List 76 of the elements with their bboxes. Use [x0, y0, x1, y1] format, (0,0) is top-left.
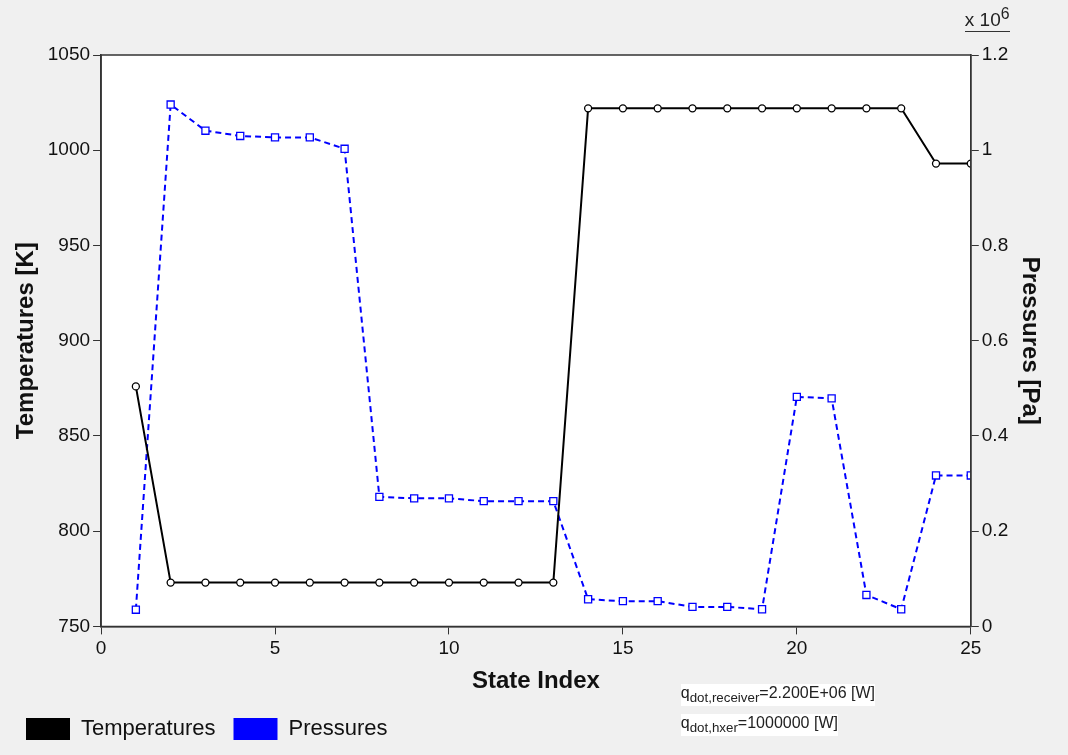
text: x 10$^{6}$ — [964, 5, 1010, 33]
point — [583, 104, 593, 113]
y2-tick-label: 0.6 — [981, 328, 1009, 350]
text: q$_{dot,receiver}$=2.200E+06 [W] — [680, 684, 875, 706]
point — [444, 494, 454, 503]
point — [131, 382, 141, 391]
point — [340, 578, 349, 587]
point — [236, 131, 245, 141]
point — [514, 578, 523, 587]
point — [270, 578, 280, 587]
text: q$_{dot,hxer}$=1000000 [W] — [680, 714, 838, 736]
point — [862, 590, 871, 600]
y-tick-label: 900 — [58, 328, 91, 350]
y-axis-title: Temperatures [K] — [11, 242, 39, 440]
y2-axis-title: Pressures [Pa] — [1017, 256, 1045, 425]
point — [792, 104, 801, 113]
point — [375, 578, 384, 587]
x-tick-label: 25 — [960, 637, 982, 659]
point — [862, 104, 871, 113]
point — [166, 578, 175, 587]
point — [653, 596, 662, 606]
point — [479, 496, 488, 506]
y-tick-label: 950 — [58, 233, 91, 255]
point — [514, 496, 523, 506]
y-tick-label: 800 — [58, 519, 91, 541]
x-tick-label: 0 — [95, 637, 107, 659]
x-tick-label: 15 — [612, 637, 634, 659]
y-tick-label: 1000 — [47, 138, 91, 160]
point — [305, 133, 314, 142]
y2-tick-label: 0.4 — [981, 424, 1009, 446]
point — [897, 605, 906, 614]
point — [305, 578, 314, 587]
point — [166, 100, 175, 109]
point — [410, 578, 419, 587]
x-tick-label: 5 — [269, 637, 281, 659]
point — [723, 104, 732, 113]
point — [653, 104, 662, 113]
point — [201, 126, 210, 135]
y2-tick-label: 1 — [981, 138, 993, 160]
point — [549, 578, 558, 587]
point — [201, 578, 210, 587]
y-tick-label: 850 — [58, 424, 91, 446]
point — [897, 104, 906, 113]
point — [340, 144, 349, 153]
point — [409, 494, 419, 503]
point — [757, 605, 767, 614]
point — [792, 392, 802, 402]
legend-label: Temperatures — [81, 715, 216, 741]
point — [131, 605, 141, 614]
y2-tick-label: 0 — [981, 614, 993, 636]
y-tick-label: 750 — [58, 614, 91, 636]
y-tick-label: 1050 — [47, 43, 91, 65]
point — [375, 492, 384, 502]
point — [270, 133, 280, 142]
x-tick-label: 10 — [438, 637, 460, 659]
point — [618, 596, 628, 606]
point — [688, 602, 697, 612]
point — [444, 578, 454, 587]
point — [618, 104, 628, 113]
point — [827, 104, 836, 113]
point — [757, 104, 767, 113]
point — [236, 578, 245, 587]
legend-label: Pressures — [288, 715, 388, 741]
point — [583, 595, 593, 604]
point — [479, 578, 488, 587]
x-axis-title: State Index — [471, 666, 601, 694]
point — [827, 394, 836, 403]
point — [549, 496, 558, 506]
y2-tick-label: 0.8 — [981, 233, 1009, 255]
point — [688, 104, 697, 113]
point — [931, 471, 941, 480]
y2-tick-label: 0.2 — [981, 519, 1009, 541]
point — [931, 159, 941, 168]
x-tick-label: 20 — [786, 637, 808, 659]
point — [723, 602, 732, 612]
y2-tick-label: 1.2 — [981, 43, 1009, 65]
